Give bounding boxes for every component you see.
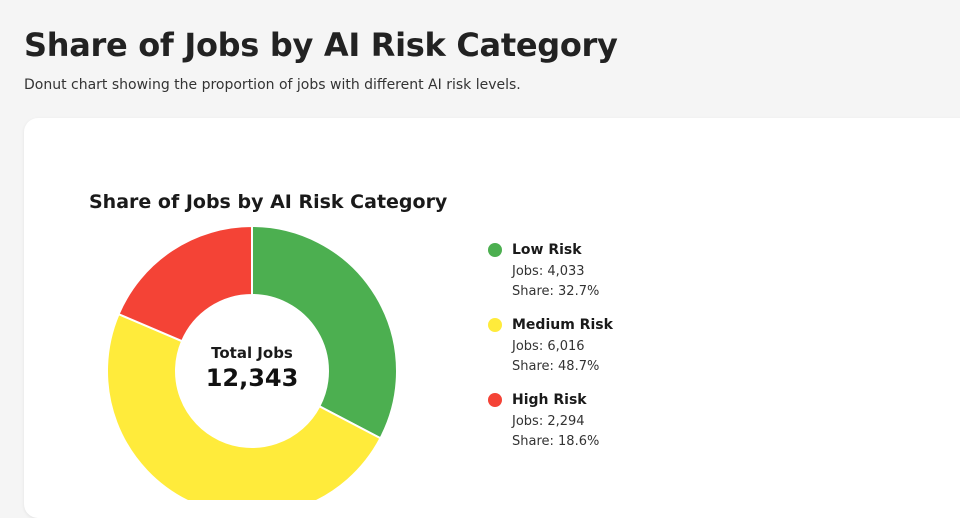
donut-slice-medium-risk[interactable]: [106, 312, 382, 500]
legend-jobs-high-risk: Jobs: 2,294: [512, 414, 585, 429]
donut-slice-high-risk[interactable]: [117, 224, 253, 343]
legend-label-medium-risk: Medium Risk: [512, 317, 613, 333]
legend-share-low-risk: Share: 32.7%: [512, 284, 600, 299]
donut-slice-low-risk[interactable]: [251, 224, 398, 440]
legend-jobs-low-risk: Jobs: 4,033: [512, 264, 585, 279]
page-subtitle: Donut chart showing the proportion of jo…: [24, 77, 521, 93]
legend-dot-low-risk: [488, 243, 502, 257]
legend-jobs-medium-risk: Jobs: 6,016: [512, 339, 585, 354]
donut-center-label: Total Jobs: [211, 344, 293, 362]
legend-dot-high-risk: [488, 393, 502, 407]
donut-center-value: 12,343: [205, 364, 299, 392]
donut-chart: [106, 224, 398, 500]
legend-share-high-risk: Share: 18.6%: [512, 434, 600, 449]
chart-title: Share of Jobs by AI Risk Category: [89, 191, 448, 213]
page-title: Share of Jobs by AI Risk Category: [24, 26, 618, 64]
legend-dot-medium-risk: [488, 318, 502, 332]
legend-label-low-risk: Low Risk: [512, 242, 582, 258]
legend-share-medium-risk: Share: 48.7%: [512, 359, 600, 374]
legend-label-high-risk: High Risk: [512, 392, 587, 408]
